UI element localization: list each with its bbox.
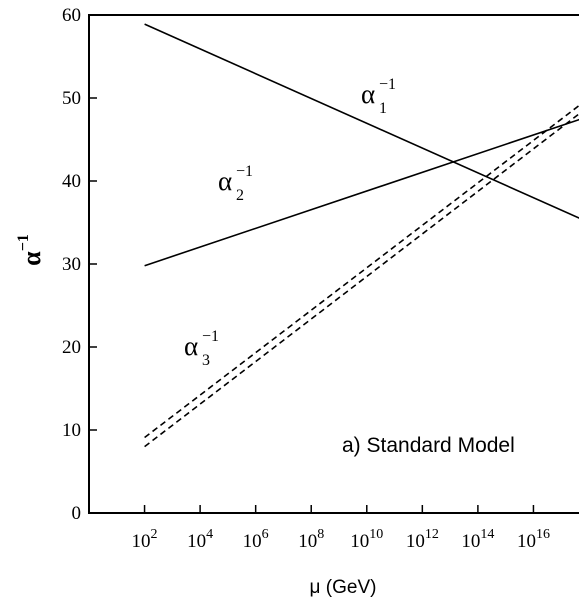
x-tick-label: 1012: [406, 527, 439, 552]
y-tick-label: 20: [62, 337, 81, 358]
y-tick-label: 10: [62, 420, 81, 441]
series-line-2: [144, 118, 579, 267]
curve-labels: α −11α −12α −13: [184, 76, 396, 369]
svg-text:2: 2: [236, 187, 244, 204]
x-tick-label: 102: [132, 527, 158, 552]
svg-text:α: α: [218, 166, 232, 196]
chart-annotation: a) Standard Model: [342, 434, 515, 457]
x-ticks: 102 104 106 108 1010 1012 1014 1016: [132, 505, 550, 552]
curve-label-alpha3: α −1 3: [184, 328, 219, 369]
svg-text:−1: −1: [236, 163, 253, 180]
series-line-3: [144, 104, 579, 439]
x-tick-label: 1014: [461, 527, 494, 552]
y-tick-label: 0: [72, 503, 82, 524]
curve-label-alpha2: α −1 2: [218, 163, 253, 204]
x-tick-label: 106: [243, 527, 269, 552]
svg-text:−1: −1: [379, 76, 396, 93]
curve-label-alpha1: α −1 1: [361, 76, 396, 117]
y-axis-label: α−1: [15, 234, 46, 266]
x-axis-label: μ (GeV): [310, 577, 377, 598]
svg-text:−1: −1: [202, 328, 219, 345]
svg-text:1: 1: [379, 100, 387, 117]
x-tick-label: 1010: [350, 527, 383, 552]
series-line-1: [144, 23, 579, 219]
series-layer: [144, 23, 579, 448]
y-tick-label: 60: [62, 5, 81, 26]
svg-text:α: α: [361, 79, 375, 109]
series-line-4: [144, 112, 579, 448]
x-tick-label: 1016: [517, 527, 550, 552]
y-ticks: 0 10 20 30 40 50 60: [62, 5, 97, 524]
y-tick-label: 40: [62, 171, 81, 192]
x-tick-label: 104: [187, 527, 213, 552]
y-tick-label: 30: [62, 254, 81, 275]
svg-text:α: α: [184, 331, 198, 361]
x-tick-label: 108: [298, 527, 324, 552]
svg-text:3: 3: [202, 352, 210, 369]
y-tick-label: 50: [62, 88, 81, 109]
